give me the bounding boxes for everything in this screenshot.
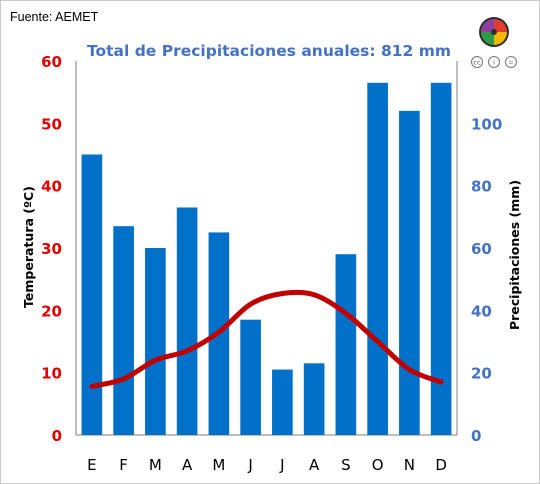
month-label: D: [435, 456, 447, 474]
axes: [75, 61, 458, 436]
y-right-tick-label: 60: [471, 240, 492, 258]
y-right-tick-label: 0: [471, 427, 481, 445]
precipitation-bar: [176, 207, 198, 435]
by-badge: i: [493, 59, 495, 67]
month-label: A: [182, 456, 193, 474]
source-label: Fuente: AEMET: [10, 10, 99, 24]
month-label: J: [247, 456, 252, 474]
nd-badge: =: [508, 59, 513, 67]
y-left-tick-label: 20: [41, 302, 62, 320]
month-label: S: [341, 456, 351, 474]
month-label: N: [404, 456, 415, 474]
precipitation-bars: [81, 82, 452, 436]
month-label: J: [279, 456, 284, 474]
y-left-tick-label: 40: [41, 178, 62, 196]
y-left-tick-label: 30: [41, 240, 62, 258]
y-right-tick-label: 20: [471, 365, 492, 383]
y-left-tick-label: 50: [41, 115, 62, 133]
precipitation-bar: [303, 363, 325, 435]
temperature-series-line: [89, 289, 444, 389]
month-label: F: [119, 456, 128, 474]
precipitation-bar: [145, 248, 166, 435]
month-label: M: [149, 456, 162, 474]
y-axis-right-label: Precipitaciones (mm): [507, 180, 522, 330]
puzzle-logo-icon: [479, 17, 509, 47]
chart-title: Total de Precipitaciones anuales: 812 mm: [87, 42, 451, 60]
y-left-tick-label: 10: [41, 365, 62, 383]
precipitation-bar: [367, 82, 388, 436]
cc-badge: cc: [473, 59, 481, 67]
month-label: A: [309, 456, 320, 474]
month-label: E: [87, 456, 96, 474]
y-axis-left-label: Temperatura (ºC): [21, 186, 36, 308]
temperature-line: [89, 289, 444, 389]
y-right-tick-label: 100: [471, 115, 502, 133]
month-label: M: [212, 456, 225, 474]
precipitation-bar: [113, 226, 134, 435]
y-left-tick-label: 0: [52, 427, 62, 445]
precipitation-bar: [272, 369, 293, 435]
precipitation-bar: [399, 110, 420, 435]
precipitation-bar: [430, 82, 452, 436]
y-right-tick-label: 80: [471, 178, 492, 196]
precipitation-bar: [335, 254, 357, 435]
cc-license-badges: cc i =: [471, 56, 517, 68]
y-right-tick-label: 40: [471, 302, 492, 320]
month-label: O: [372, 456, 384, 474]
left-axis-ticks: 0 10 20 30 40 50 60: [41, 53, 62, 445]
y-left-tick-label: 60: [41, 53, 62, 71]
right-axis-ticks: 0 20 40 60 80 100: [471, 115, 502, 445]
precipitation-bar: [240, 319, 261, 435]
precipitation-bar: [81, 154, 103, 435]
